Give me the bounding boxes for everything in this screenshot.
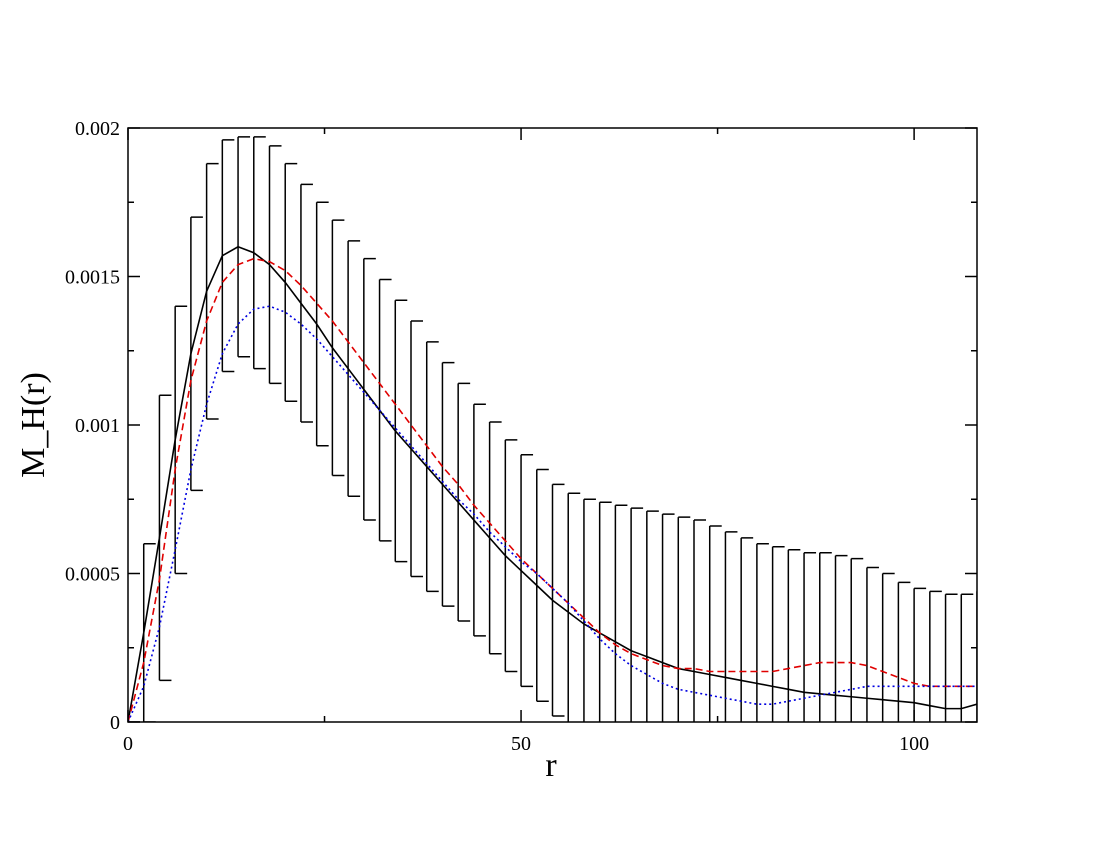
- x-axis-label: r: [545, 747, 557, 784]
- error-bar: [221, 139, 235, 373]
- error-bar: [378, 278, 392, 542]
- plot-area: [128, 136, 977, 722]
- error-bar: [284, 162, 298, 402]
- x-tick-label: 0: [123, 733, 133, 755]
- error-bar: [536, 468, 549, 702]
- error-bar: [598, 501, 612, 722]
- error-bar: [300, 183, 313, 423]
- error-bar: [363, 257, 376, 521]
- error-bar: [441, 361, 455, 607]
- error-bar: [488, 421, 502, 655]
- error-bar: [253, 136, 266, 370]
- error-bar: [394, 299, 408, 563]
- error-bar: [190, 216, 203, 492]
- x-tick-label: 100: [899, 733, 929, 755]
- error-bar: [976, 590, 977, 722]
- error-bar: [551, 483, 565, 717]
- error-bar: [520, 453, 534, 688]
- error-bar: [347, 240, 361, 498]
- y-tick-label: 0.001: [75, 415, 120, 437]
- error-bar: [268, 145, 282, 385]
- error-bar: [567, 492, 581, 722]
- data-line: [128, 257, 977, 722]
- y-tick-label: 0.002: [75, 118, 120, 140]
- error-bar: [331, 219, 345, 477]
- y-tick-label: 0.0015: [65, 267, 120, 289]
- y-tick-label: 0.0005: [65, 564, 120, 586]
- y-axis-label: M_H(r): [15, 372, 52, 478]
- error-bar: [457, 382, 471, 622]
- y-tick-label: 0: [110, 712, 120, 734]
- error-bar: [473, 403, 486, 637]
- data-line: [128, 245, 977, 722]
- error-bar: [504, 439, 518, 673]
- error-bar: [614, 504, 628, 722]
- error-bar: [205, 162, 219, 420]
- x-tick-label: 50: [511, 733, 531, 755]
- error-bar: [315, 201, 329, 447]
